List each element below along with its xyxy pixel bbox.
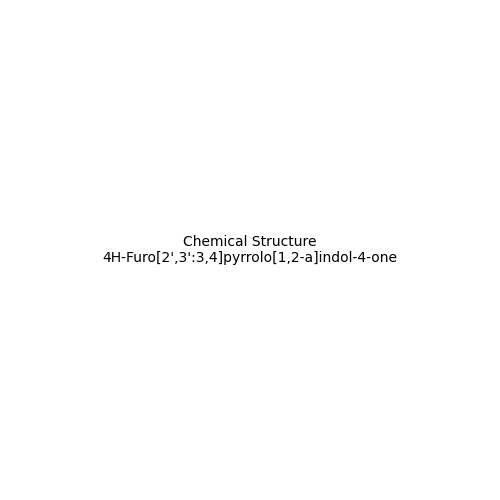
Text: Chemical Structure
4H-Furo[2',3':3,4]pyrrolo[1,2-a]indol-4-one: Chemical Structure 4H-Furo[2',3':3,4]pyr…	[102, 235, 398, 265]
